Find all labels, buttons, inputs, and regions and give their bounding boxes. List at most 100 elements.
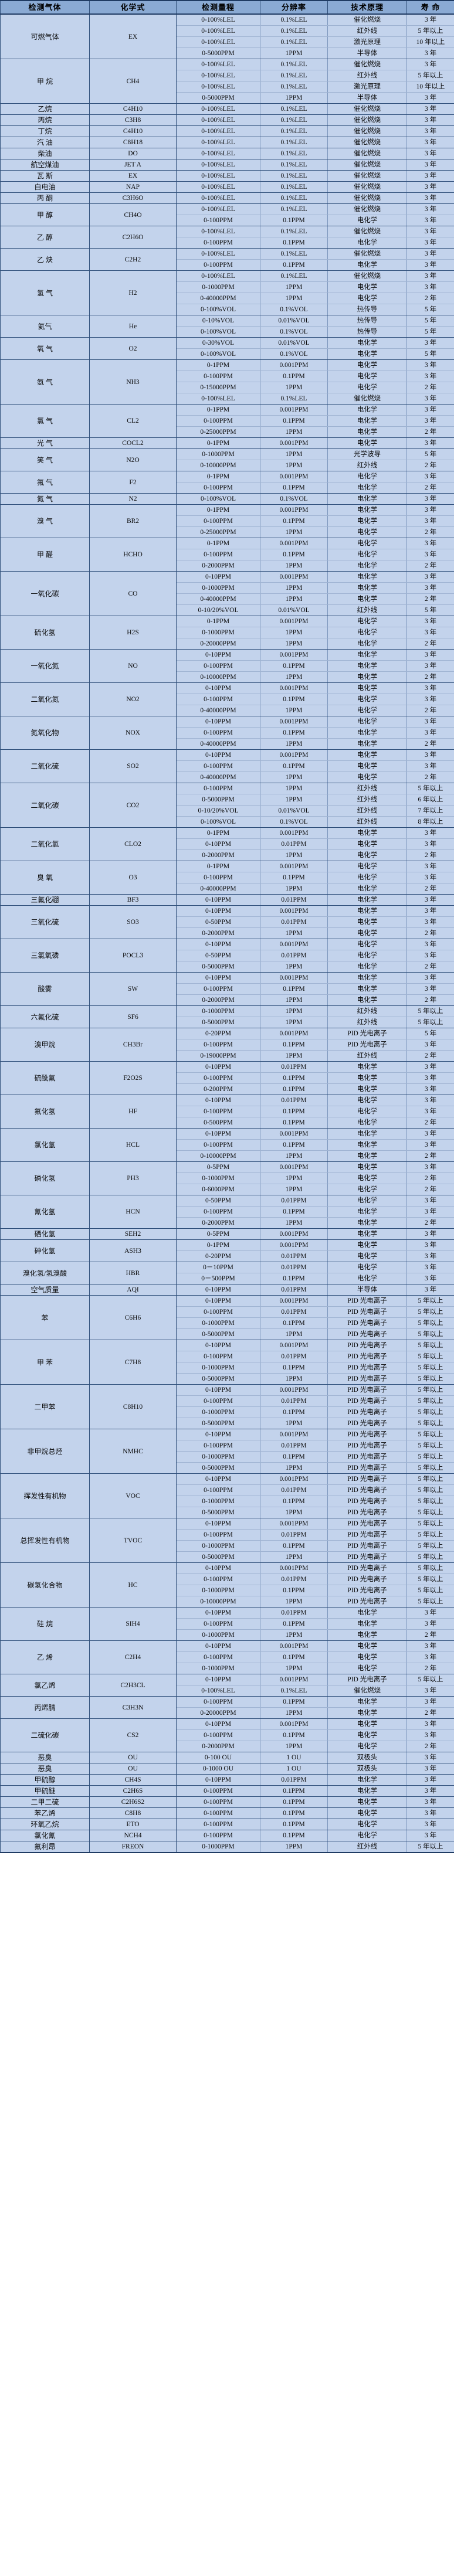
- cell-technology: 电化学: [327, 259, 407, 271]
- table-row: 甲 醇 CH4O 0-100%LEL 0.1%LEL 催化燃烧 3 年: [0, 203, 454, 226]
- cell-lifespan: 2 年: [406, 883, 454, 895]
- cell-technology: 电化学: [327, 1651, 407, 1663]
- cell-detection-range: 0-10/20%VOL: [176, 604, 260, 616]
- cell-detection-range: 0-100PPM: [176, 371, 260, 382]
- cell-chemical-formula: F2: [89, 471, 177, 494]
- cell-resolution: 0.001PPM: [260, 649, 328, 661]
- table-row: 乙 醇 C2H6O 0-100%LEL 0.1%LEL 催化燃烧 3 年: [0, 226, 454, 249]
- cell-technology: 电化学: [327, 1173, 407, 1184]
- cell-technology: 电化学: [327, 638, 407, 650]
- cell-detection-range: 0-100%VOL: [176, 304, 260, 315]
- cell-lifespan: 5 年以上: [406, 1574, 454, 1585]
- cell-resolution: 0.001PPM: [260, 1518, 328, 1530]
- cell-resolution: 0.1PPM: [260, 482, 328, 494]
- cell-gas-name: 氯 气: [0, 404, 90, 438]
- table-row: 0-10PPM 0.01PPM 电化学 3 年: [1, 838, 454, 850]
- cell-technology: PID 光电离子: [327, 1473, 407, 1485]
- cell-technology: 电化学: [327, 382, 407, 393]
- cell-technology: 激光原理: [327, 36, 407, 48]
- cell-detection-range: 0-1000PPM: [176, 582, 260, 594]
- cell-resolution: 0.01PPM: [260, 1484, 328, 1496]
- cell-detection-range: 0-1000PPM: [176, 1841, 260, 1853]
- cell-lifespan: 3 年: [406, 215, 454, 226]
- cell-technology: PID 光电离子: [327, 1440, 407, 1452]
- cell-lifespan: 3 年: [406, 760, 454, 772]
- table-row: 0－500PPM 0.1PPM 电化学 3 年: [1, 1273, 454, 1284]
- cell-detection-range: 0-100PPM: [176, 215, 260, 226]
- cell-detection-range: 0-100%LEL: [176, 13, 260, 26]
- cell-detection-range: 0-10PPM: [176, 1128, 260, 1140]
- table-row: 苯乙烯 C8H8 0-100PPM 0.1PPM 电化学 3 年: [0, 1807, 454, 1819]
- table-row: 氯乙烯 C2H3CL 0-10PPM 0.001PPM PID 光电离子 5 年以上: [0, 1674, 454, 1697]
- cell-resolution: 0.1PPM: [260, 1317, 328, 1329]
- cell-detection-range: 0-1PPM: [176, 616, 260, 627]
- cell-lifespan: 5 年以上: [406, 1841, 454, 1853]
- cell-detection-range: 0-10PPM: [176, 649, 260, 661]
- cell-lifespan: 3 年: [406, 1128, 454, 1140]
- cell-resolution: 0.001PPM: [260, 1429, 328, 1440]
- cell-gas-name: 总挥发性有机物: [0, 1518, 90, 1563]
- cell-chemical-formula: N2O: [89, 448, 177, 471]
- cell-lifespan: 5 年以上: [406, 1473, 454, 1485]
- cell-resolution: 0.001PPM: [260, 1718, 328, 1730]
- cell-resolution: 1PPM: [260, 448, 328, 460]
- cell-gas-name: 一氧化氮: [0, 649, 90, 683]
- cell-detection-range: 0-100%LEL: [176, 59, 260, 70]
- cell-chemical-formula: TVOC: [89, 1518, 177, 1563]
- table-body: 可燃气体 EX 0-100%LEL 0.1%LEL 催化燃烧 3 年 0-100%LEL 0.…: [0, 13, 454, 1853]
- cell-detection-range: 0-500PPM: [176, 1117, 260, 1129]
- cell-lifespan: 2 年: [406, 426, 454, 438]
- cell-detection-range: 0-10PPM: [176, 1340, 260, 1351]
- cell-technology: 电化学: [327, 1150, 407, 1162]
- cell-technology: PID 光电离子: [327, 1451, 407, 1463]
- cell-technology: 电化学: [327, 1830, 407, 1841]
- cell-lifespan: 3 年: [406, 159, 454, 171]
- cell-chemical-formula: O2: [89, 337, 177, 360]
- cell-detection-range: 0-100%LEL: [176, 148, 260, 159]
- table-row: 0-1000PPM 0.1PPM PID 光电离子 5 年以上: [1, 1585, 454, 1596]
- cell-chemical-formula: NCH4: [89, 1830, 177, 1841]
- cell-lifespan: 3 年: [406, 359, 454, 371]
- cell-technology: 热传导: [327, 315, 407, 327]
- cell-chemical-formula: NO: [89, 649, 177, 683]
- cell-resolution: 0.1PPM: [260, 694, 328, 705]
- cell-detection-range: 0-10PPM: [176, 1562, 260, 1574]
- cell-chemical-formula: OU: [89, 1763, 177, 1775]
- cell-resolution: 1PPM: [260, 1328, 328, 1340]
- cell-detection-range: 0-100PPM: [176, 1651, 260, 1663]
- cell-technology: PID 光电离子: [327, 1507, 407, 1518]
- table-row: 氰化氢 HCN 0-50PPM 0.01PPM 电化学 3 年: [0, 1195, 454, 1229]
- cell-lifespan: 3 年: [406, 694, 454, 705]
- cell-resolution: 0.1PPM: [260, 1139, 328, 1151]
- cell-lifespan: 6 年以上: [406, 794, 454, 806]
- cell-lifespan: 3 年: [406, 148, 454, 159]
- table-row: 0-5000PPM 1PPM 半导体 3 年: [1, 47, 454, 59]
- cell-detection-range: 0-100PPM: [176, 1696, 260, 1708]
- cell-gas-name: 三氯氧磷: [0, 939, 90, 973]
- cell-detection-range: 0-100%LEL: [176, 192, 260, 204]
- cell-resolution: 0.1PPM: [260, 1830, 328, 1841]
- cell-detection-range: 0-100PPM: [176, 1618, 260, 1630]
- cell-chemical-formula: HBR: [89, 1262, 177, 1284]
- cell-lifespan: 3 年: [406, 1796, 454, 1808]
- cell-detection-range: 0-10PPM: [176, 716, 260, 728]
- cell-resolution: 0.1PPM: [260, 1083, 328, 1095]
- cell-gas-name: 甲 苯: [0, 1340, 90, 1385]
- cell-technology: 双极头: [327, 1752, 407, 1763]
- cell-technology: 电化学: [327, 348, 407, 360]
- table-row: 0-100PPM 0.1PPM 电化学 3 年: [1, 515, 454, 527]
- cell-technology: 电化学: [327, 1262, 407, 1273]
- cell-technology: 红外线: [327, 1005, 407, 1017]
- table-row: 溴化氢/氢溴酸 HBR 0－10PPM 0.01PPM 电化学 3 年: [0, 1262, 454, 1284]
- cell-resolution: 0.1%VOL: [260, 493, 328, 505]
- table-row: 二氧化碳 CO2 0-100PPM 1PPM 红外线 5 年以上: [0, 783, 454, 828]
- cell-technology: 电化学: [327, 1117, 407, 1129]
- cell-lifespan: 3 年: [406, 538, 454, 549]
- cell-detection-range: 0-10PPM: [176, 1518, 260, 1530]
- cell-detection-range: 0-1PPM: [176, 359, 260, 371]
- cell-chemical-formula: N2: [89, 493, 177, 505]
- cell-resolution: 0.01%VOL: [260, 315, 328, 327]
- table-row: 磷化氢 PH3 0-5PPM 0.001PPM 电化学 3 年: [0, 1161, 454, 1195]
- cell-lifespan: 3 年: [406, 281, 454, 293]
- cell-gas-name: 恶臭: [0, 1752, 90, 1763]
